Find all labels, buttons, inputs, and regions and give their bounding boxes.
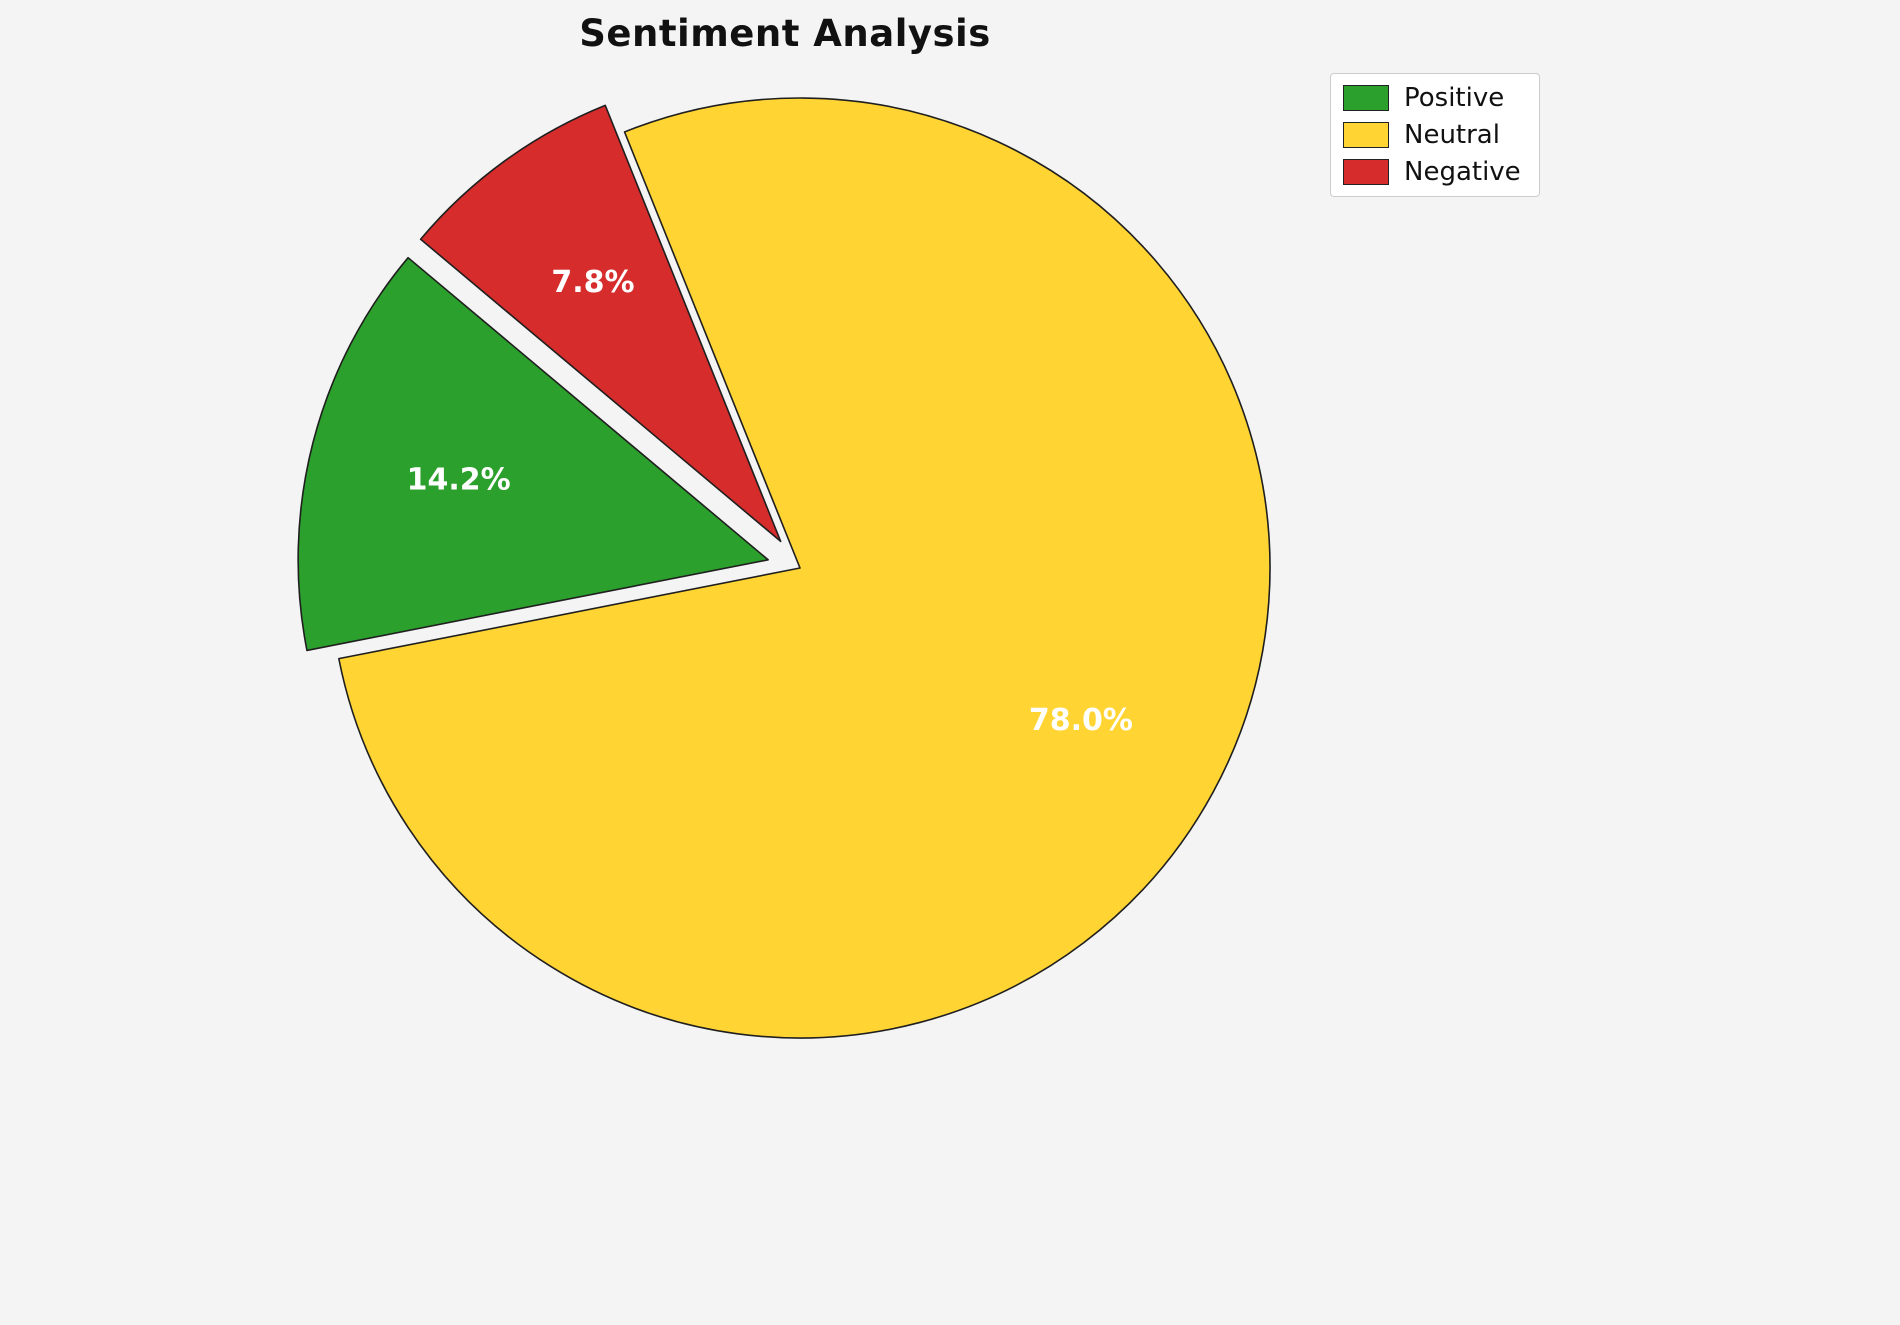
legend-swatch xyxy=(1343,159,1389,185)
legend-swatch xyxy=(1343,122,1389,148)
legend-item-neutral: Neutral xyxy=(1343,122,1521,148)
legend-item-positive: Positive xyxy=(1343,85,1521,111)
legend: Positive Neutral Negative xyxy=(1330,73,1540,197)
legend-label: Negative xyxy=(1404,157,1521,187)
legend-swatch xyxy=(1343,85,1389,111)
pie-slice-positive xyxy=(297,256,769,652)
pie-pct-label-negative: 7.8% xyxy=(551,265,634,300)
pie-pct-label-positive: 14.2% xyxy=(407,463,511,498)
legend-label: Positive xyxy=(1404,83,1505,113)
pie-pct-label-neutral: 78.0% xyxy=(1029,703,1133,738)
pie-slice-negative xyxy=(419,104,782,543)
legend-label: Neutral xyxy=(1404,120,1500,150)
pie-slice-neutral xyxy=(338,97,1271,1039)
legend-item-negative: Negative xyxy=(1343,159,1521,185)
chart-title: Sentiment Analysis xyxy=(579,12,991,55)
